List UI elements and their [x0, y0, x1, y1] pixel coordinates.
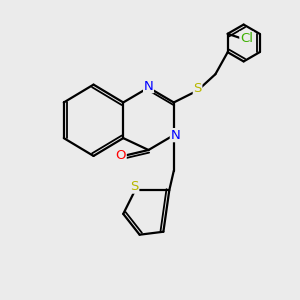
Text: S: S	[130, 180, 139, 193]
Text: Cl: Cl	[240, 32, 253, 45]
Text: O: O	[116, 149, 126, 162]
Text: S: S	[194, 82, 202, 95]
Text: N: N	[170, 129, 180, 142]
Text: N: N	[144, 80, 153, 93]
